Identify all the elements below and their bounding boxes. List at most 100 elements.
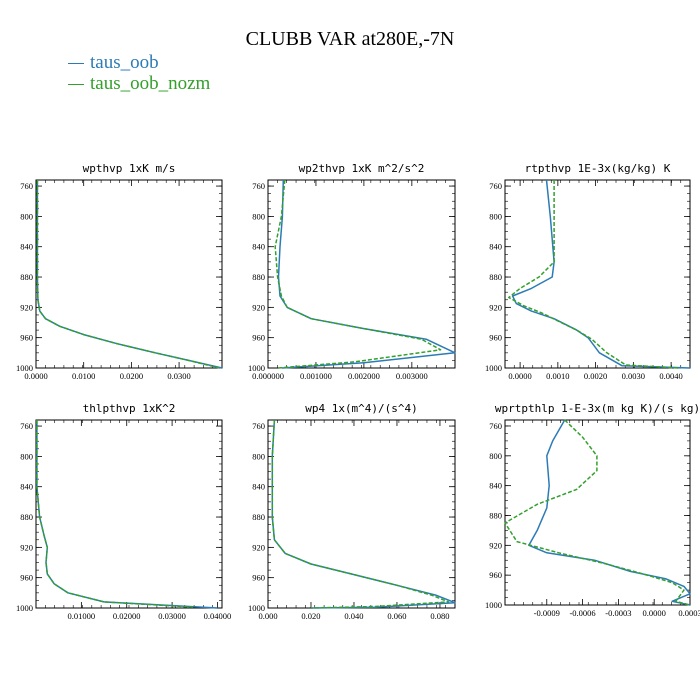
y-tick-label: 1000: [485, 600, 502, 610]
y-tick-label: 880: [489, 272, 502, 282]
x-tick-label: -0.0006: [569, 608, 595, 618]
x-tick-label: 0.0000: [24, 371, 47, 381]
y-tick-label: 920: [489, 302, 502, 312]
series-line-taus-oob-nozm: [504, 419, 691, 606]
panel-frame: [267, 419, 456, 609]
x-tick-label: 0.0003: [678, 608, 700, 618]
y-tick-label: 840: [252, 482, 265, 492]
y-tick-label: 960: [489, 570, 502, 580]
x-tick-label: 0.060: [387, 611, 406, 621]
y-tick-label: 1000: [248, 603, 265, 613]
y-tick-label: 800: [20, 451, 33, 461]
y-tick-label: 840: [252, 242, 265, 252]
y-tick-label: 1000: [248, 363, 265, 373]
y-tick-label: 960: [489, 333, 502, 343]
series-line-taus-oob-nozm: [271, 419, 450, 609]
series-line-taus-oob-nozm: [36, 180, 220, 369]
y-tick-label: 880: [252, 512, 265, 522]
x-tick-label: 0.0020: [584, 371, 607, 381]
y-tick-label: 880: [489, 510, 502, 520]
x-tick-label: 0.0040: [659, 371, 682, 381]
panel-frame: [504, 179, 691, 369]
y-tick-label: 760: [252, 181, 265, 191]
x-tick-label: 0.080: [430, 611, 449, 621]
y-tick-label: 920: [20, 302, 33, 312]
x-tick-label: 0.01000: [68, 611, 96, 621]
y-tick-label: 880: [20, 512, 33, 522]
y-tick-label: 1000: [485, 363, 502, 373]
x-tick-label: 0.000000: [252, 371, 284, 381]
x-tick-label: 0.0000: [508, 371, 531, 381]
x-tick-label: 0.002000: [348, 371, 380, 381]
y-tick-label: 760: [20, 421, 33, 431]
x-tick-label: -0.0009: [534, 608, 560, 618]
legend-entry-taus-oob-nozm: taus_oob_nozm: [68, 73, 210, 95]
y-tick-label: 880: [252, 272, 265, 282]
series-line-taus-oob-nozm: [36, 420, 195, 608]
legend-label: taus_oob: [90, 52, 159, 73]
x-tick-label: 0.02000: [113, 611, 141, 621]
series-line-taus-oob: [36, 180, 223, 369]
x-tick-label: 0.0000: [643, 608, 666, 618]
x-tick-label: 0.020: [301, 611, 320, 621]
y-tick-label: 880: [20, 272, 33, 282]
series-line-taus-oob-nozm: [508, 180, 679, 369]
y-tick-label: 960: [252, 573, 265, 583]
panel-title: wp2thvp 1xK m^2/s^2: [299, 162, 425, 175]
series-line-taus-oob: [271, 419, 456, 609]
panel-title: wpthvp 1xK m/s: [83, 162, 176, 175]
y-tick-label: 760: [252, 421, 265, 431]
y-tick-label: 840: [20, 482, 33, 492]
legend-entry-taus-oob: taus_oob: [68, 52, 159, 74]
legend-label: taus_oob_nozm: [90, 73, 211, 94]
y-tick-label: 920: [252, 542, 265, 552]
y-tick-label: 760: [489, 421, 502, 431]
x-tick-label: 0.001000: [300, 371, 332, 381]
y-tick-label: 1000: [16, 363, 33, 373]
y-tick-label: 800: [489, 451, 502, 461]
series-line-taus-oob-nozm: [274, 179, 442, 369]
panel-title: wp4 1x(m^4)/(s^4): [305, 402, 418, 415]
x-tick-label: 0.0200: [120, 371, 143, 381]
series-line-taus-oob: [511, 179, 691, 369]
y-tick-label: 760: [20, 181, 33, 191]
y-tick-label: 800: [20, 211, 33, 221]
y-tick-label: 840: [489, 481, 502, 491]
y-tick-label: 920: [489, 540, 502, 550]
x-tick-label: 0.03000: [158, 611, 186, 621]
y-tick-label: 920: [252, 302, 265, 312]
x-tick-label: -0.0003: [605, 608, 631, 618]
x-tick-label: 0.0010: [546, 371, 569, 381]
legend-swatch: [68, 84, 84, 86]
y-tick-label: 960: [252, 333, 265, 343]
panel-title: thlpthvp 1xK^2: [83, 402, 176, 415]
y-tick-label: 800: [252, 211, 265, 221]
y-tick-label: 760: [489, 181, 502, 191]
y-tick-label: 800: [252, 451, 265, 461]
x-tick-label: 0.0030: [622, 371, 645, 381]
legend-swatch: [68, 63, 84, 65]
panel-title: wprtpthlp 1-E-3x(m kg K)/(s kg): [495, 402, 700, 415]
y-tick-label: 800: [489, 211, 502, 221]
y-tick-label: 960: [20, 573, 33, 583]
y-tick-label: 1000: [16, 603, 33, 613]
panel-title: rtpthvp 1E-3x(kg/kg) K: [525, 162, 671, 175]
y-tick-label: 920: [20, 542, 33, 552]
y-tick-label: 960: [20, 333, 33, 343]
panel-frame: [504, 419, 691, 606]
x-tick-label: 0.04000: [204, 611, 232, 621]
x-tick-label: 0.0100: [72, 371, 95, 381]
panel-frame: [35, 179, 223, 369]
series-line-taus-oob: [36, 420, 218, 609]
x-tick-label: 0.003000: [396, 371, 428, 381]
x-tick-label: 0.000: [258, 611, 277, 621]
y-tick-label: 840: [489, 242, 502, 252]
series-line-taus-oob: [528, 419, 691, 606]
x-tick-label: 0.040: [344, 611, 363, 621]
x-tick-label: 0.0300: [167, 371, 190, 381]
panel-frame: [35, 419, 223, 609]
series-line-taus-oob: [277, 179, 456, 369]
y-tick-label: 840: [20, 242, 33, 252]
figure-title: CLUBB VAR at280E,-7N: [245, 28, 455, 50]
